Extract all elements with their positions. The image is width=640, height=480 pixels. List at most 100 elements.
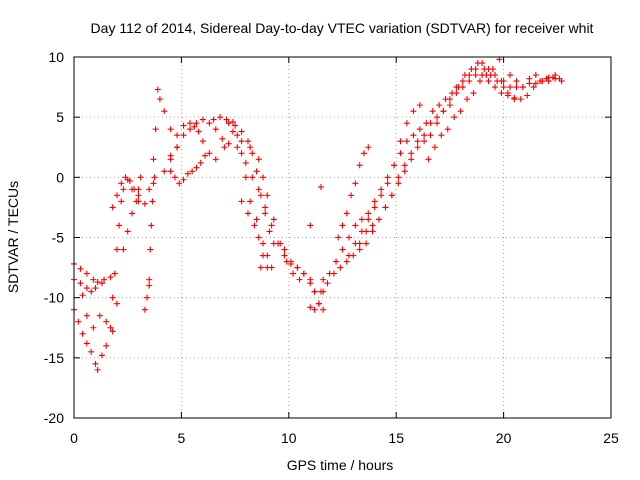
data-point xyxy=(98,352,105,359)
data-point xyxy=(202,152,209,159)
data-point xyxy=(133,198,140,205)
data-point xyxy=(397,150,404,157)
series-track-11 xyxy=(161,120,303,283)
x-tick-labels: 0 5 10 15 20 25 xyxy=(70,430,619,446)
data-point xyxy=(410,108,417,115)
data-point xyxy=(472,72,479,79)
data-point xyxy=(167,168,174,175)
data-point xyxy=(255,234,262,241)
x-tick-label: 10 xyxy=(281,430,297,446)
data-point xyxy=(434,120,441,127)
data-point xyxy=(384,174,391,181)
data-point xyxy=(270,216,277,223)
data-point xyxy=(287,258,294,265)
data-point xyxy=(255,186,262,193)
data-point xyxy=(212,156,219,163)
data-point xyxy=(98,280,105,287)
data-point xyxy=(113,300,120,307)
data-point xyxy=(124,228,131,235)
data-point xyxy=(337,264,344,271)
data-point xyxy=(113,246,120,253)
data-point xyxy=(294,264,301,271)
data-point xyxy=(343,258,350,265)
data-point xyxy=(176,180,183,187)
data-point xyxy=(244,138,251,145)
data-point xyxy=(464,96,471,103)
data-point xyxy=(457,108,464,115)
data-point xyxy=(94,279,101,286)
data-point xyxy=(427,120,434,127)
data-point xyxy=(79,292,86,299)
x-tick-label: 5 xyxy=(178,430,186,446)
data-point xyxy=(255,156,262,163)
data-point xyxy=(257,192,264,199)
data-point xyxy=(234,132,241,139)
data-point xyxy=(126,177,133,184)
data-point xyxy=(120,186,127,193)
data-point xyxy=(539,78,546,85)
data-point xyxy=(238,198,245,205)
data-point xyxy=(466,78,473,85)
data-point xyxy=(395,180,402,187)
data-point xyxy=(148,222,155,229)
data-point xyxy=(504,90,511,97)
data-point xyxy=(83,340,90,347)
data-point xyxy=(150,156,157,163)
data-point xyxy=(262,210,269,217)
data-point xyxy=(122,174,129,181)
data-point xyxy=(268,222,275,229)
data-point xyxy=(88,288,95,295)
data-point xyxy=(498,90,505,97)
y-tick-label: -15 xyxy=(44,350,64,366)
data-point xyxy=(253,168,260,175)
data-point xyxy=(107,324,114,331)
data-point xyxy=(449,90,456,97)
data-point xyxy=(234,144,241,151)
data-point xyxy=(149,198,156,205)
data-point xyxy=(307,304,314,311)
series-track-22 xyxy=(345,102,423,259)
data-point xyxy=(470,90,477,97)
data-point xyxy=(257,264,264,271)
x-axis-label: GPS time / hours xyxy=(287,457,394,473)
data-point xyxy=(260,252,267,259)
data-point xyxy=(262,204,269,211)
data-point xyxy=(410,132,417,139)
data-point xyxy=(90,324,97,331)
data-point xyxy=(107,274,114,281)
data-point xyxy=(225,120,232,127)
data-point xyxy=(378,192,385,199)
data-point xyxy=(146,186,153,193)
data-point xyxy=(116,222,123,229)
x-tick-label: 25 xyxy=(603,430,619,446)
data-point xyxy=(414,138,421,145)
data-point xyxy=(358,216,365,223)
data-point xyxy=(356,162,363,169)
data-point xyxy=(238,138,245,145)
data-point xyxy=(300,270,307,277)
x-tick-label: 20 xyxy=(496,430,512,446)
data-point xyxy=(315,300,322,307)
data-point xyxy=(144,294,151,301)
data-point xyxy=(401,162,408,169)
data-point xyxy=(152,126,159,133)
data-point xyxy=(333,258,340,265)
y-tick-label: 5 xyxy=(56,109,64,125)
data-point xyxy=(167,156,174,163)
data-point xyxy=(206,120,213,127)
data-point xyxy=(79,330,86,337)
data-point xyxy=(199,116,206,123)
data-point xyxy=(189,168,196,175)
data-point xyxy=(290,270,297,277)
data-point xyxy=(83,285,90,292)
series-track-24 xyxy=(425,56,503,163)
data-point xyxy=(451,114,458,121)
data-point xyxy=(118,180,125,187)
series-track-26 xyxy=(318,183,325,190)
data-point xyxy=(416,102,423,109)
data-point xyxy=(186,120,193,127)
data-point xyxy=(242,159,249,166)
data-point xyxy=(184,170,191,177)
data-point xyxy=(369,222,376,229)
data-point xyxy=(135,186,142,193)
